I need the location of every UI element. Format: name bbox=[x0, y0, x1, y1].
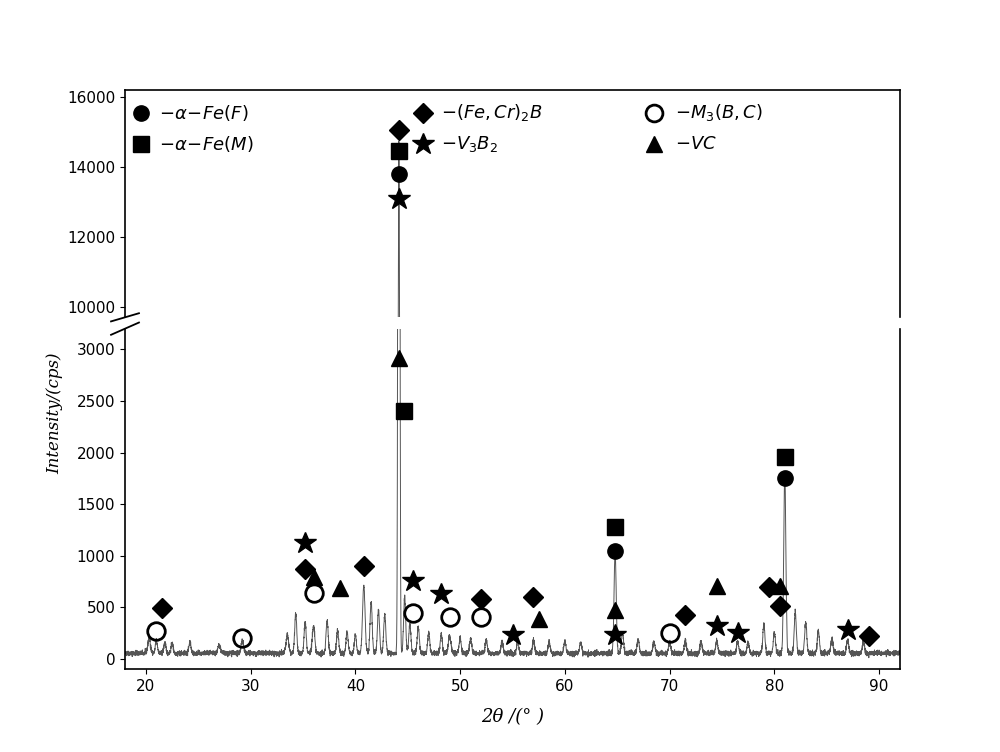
Text: $-\mathit{V}_3\mathit{B}_2$: $-\mathit{V}_3\mathit{B}_2$ bbox=[441, 135, 498, 154]
Text: $-\alpha\!-\!\mathit{Fe}(F)$: $-\alpha\!-\!\mathit{Fe}(F)$ bbox=[159, 103, 248, 123]
Text: $-\mathit{VC}$: $-\mathit{VC}$ bbox=[675, 135, 717, 153]
Text: $-\mathit{M}_3(\mathit{B},\mathit{C})$: $-\mathit{M}_3(\mathit{B},\mathit{C})$ bbox=[675, 102, 763, 123]
Text: Intensity/(cps): Intensity/(cps) bbox=[46, 353, 64, 475]
Text: $-\alpha\!-\!\mathit{Fe}(M)$: $-\alpha\!-\!\mathit{Fe}(M)$ bbox=[159, 135, 253, 154]
Text: $-(\mathit{Fe},\mathit{Cr})_2\mathit{B}$: $-(\mathit{Fe},\mathit{Cr})_2\mathit{B}$ bbox=[441, 102, 543, 123]
X-axis label: 2θ /(° ): 2θ /(° ) bbox=[481, 708, 544, 726]
